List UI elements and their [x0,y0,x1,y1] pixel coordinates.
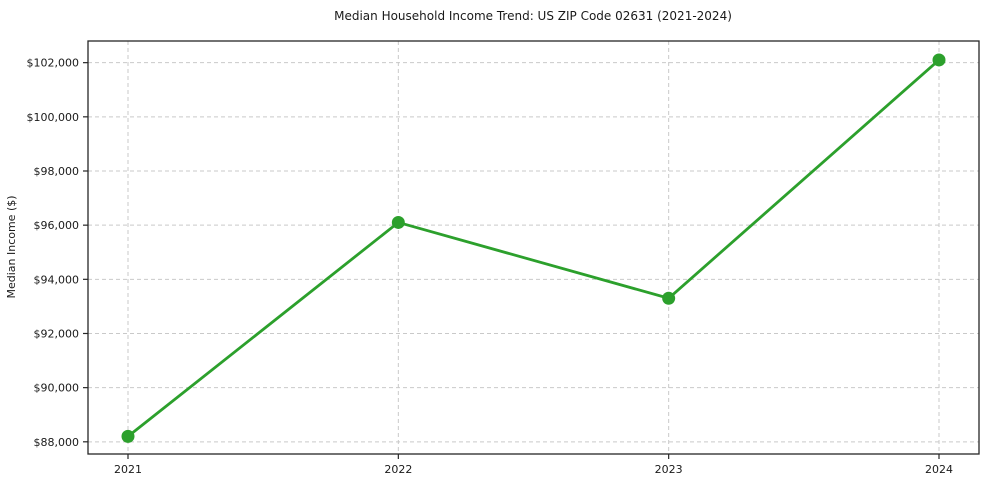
series-layer [121,53,946,443]
x-tick-label: 2022 [384,463,412,476]
x-tick-label: 2024 [925,463,953,476]
y-tick-label: $96,000 [34,219,80,232]
y-tick-label: $94,000 [34,273,80,286]
grid-layer [88,41,979,454]
x-tick-label: 2023 [655,463,683,476]
data-point [932,53,946,67]
data-point [121,429,135,443]
axes-layer: 2021 2022 2023 2024 $88,000 $90,000 $92,000 $94… [27,40,980,476]
y-tick-label: $92,000 [34,327,80,340]
plot-border [87,40,980,455]
series-line [126,58,941,438]
y-tick-label: $88,000 [34,436,80,449]
data-point [662,291,676,305]
y-tick-label: $98,000 [34,165,80,178]
y-axis-label: Median Income ($) [5,195,18,298]
y-tick-label: $90,000 [34,382,80,395]
y-tick-label: $102,000 [27,57,80,70]
data-point [391,215,405,229]
x-tick-label: 2021 [114,463,142,476]
y-tick-label: $100,000 [27,111,80,124]
chart-title: Median Household Income Trend: US ZIP Co… [334,9,732,23]
